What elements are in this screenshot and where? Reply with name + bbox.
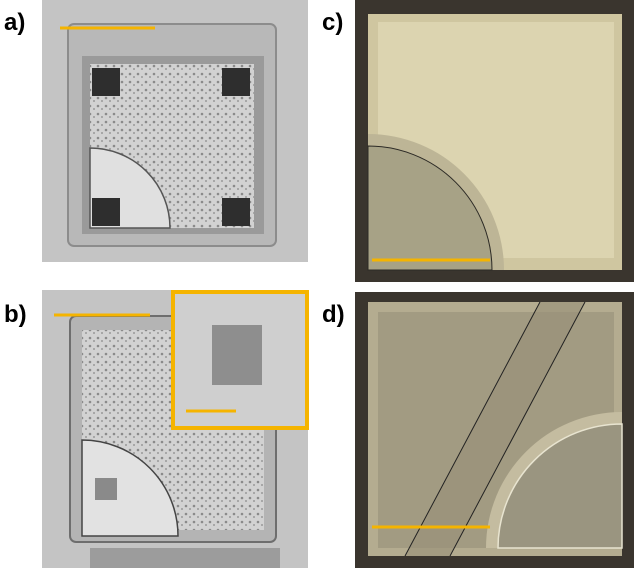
- shadow: [90, 548, 280, 568]
- panel-b: [42, 290, 308, 568]
- panel-label: a): [4, 9, 25, 36]
- inset-mark: [212, 325, 262, 385]
- panel-label: b): [4, 301, 27, 328]
- corner-mark: [222, 198, 250, 226]
- panel-a: [42, 0, 308, 262]
- panel-label: d): [322, 301, 345, 328]
- panel-label: c): [322, 9, 343, 36]
- panel-d: [355, 292, 634, 568]
- corner-mark: [92, 198, 120, 226]
- panel-c: [355, 0, 634, 282]
- corner-mark: [222, 68, 250, 96]
- pad-mark: [95, 478, 117, 500]
- corner-mark: [92, 68, 120, 96]
- figure: a) b) c) d): [0, 0, 634, 568]
- page: a) b) c) d) (() => { const data = JSO: [0, 0, 634, 568]
